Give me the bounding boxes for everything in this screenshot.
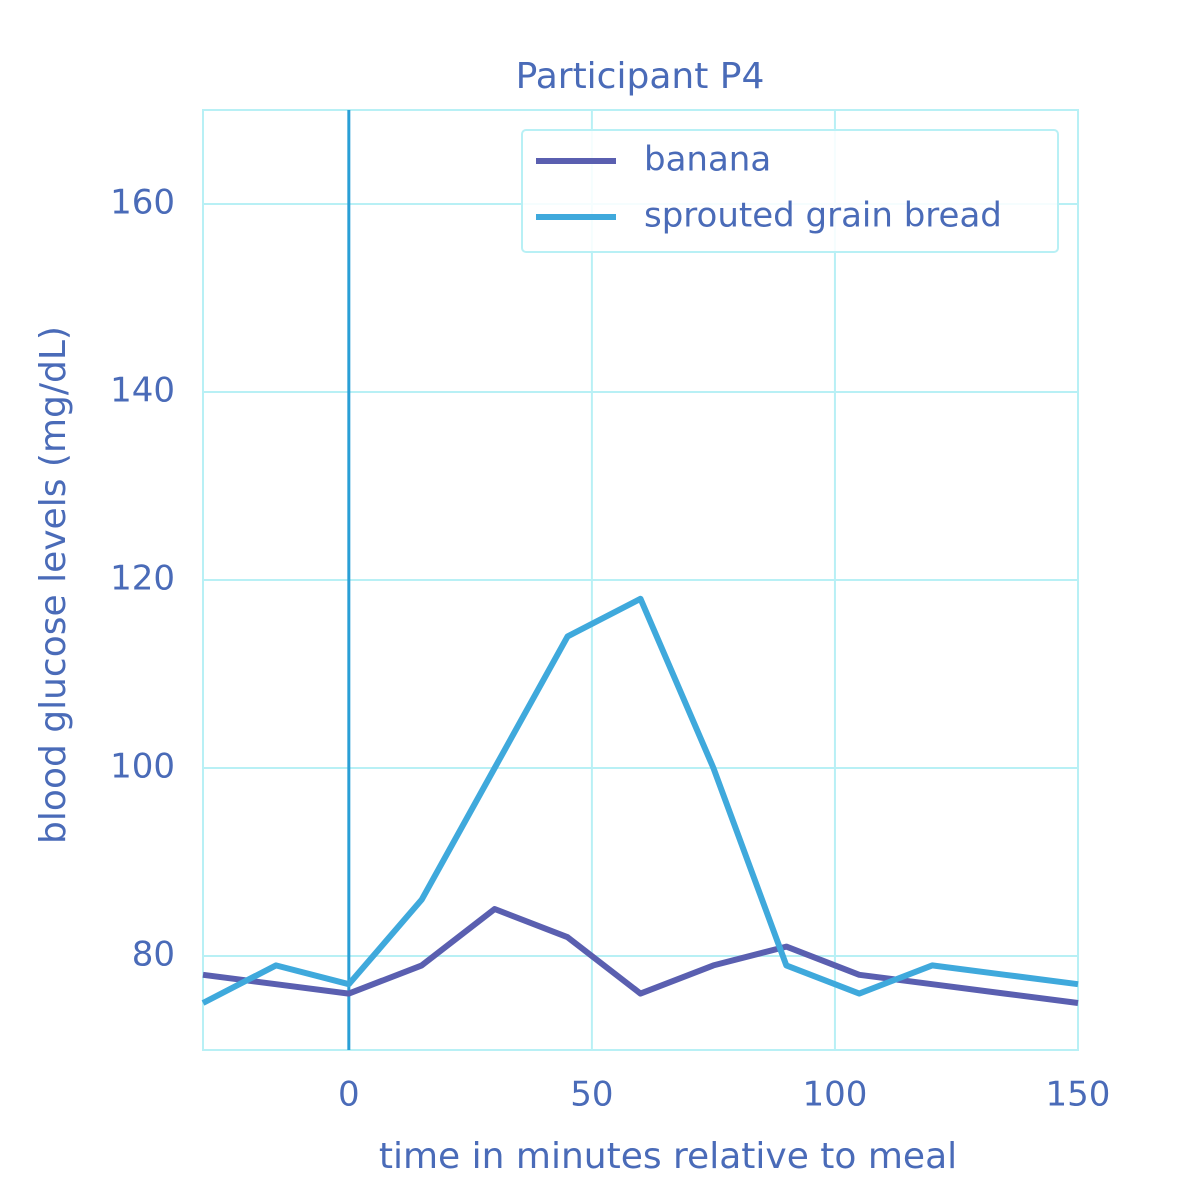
- x-tick-label: 0: [338, 1075, 360, 1115]
- y-tick-label: 160: [110, 183, 175, 223]
- legend-label: banana: [644, 140, 771, 180]
- x-tick-label: 150: [1046, 1075, 1111, 1115]
- y-tick-label: 140: [110, 371, 175, 411]
- data-line: [201, 595, 1079, 1006]
- x-axis-label: time in minutes relative to meal: [379, 1136, 957, 1177]
- y-tick-label: 80: [132, 935, 175, 975]
- y-tick-label: 100: [110, 747, 175, 787]
- legend-box: [521, 129, 1059, 253]
- data-line: [202, 906, 1079, 1006]
- y-tick-label: 120: [110, 559, 175, 599]
- x-tick-label: 100: [802, 1075, 867, 1115]
- legend-label: sprouted grain bread: [644, 196, 1002, 236]
- x-tick-label: 50: [570, 1075, 613, 1115]
- y-axis-label: blood glucose levels (mg/dL): [33, 326, 74, 844]
- plot-frame: [202, 109, 1079, 1051]
- chart-title: Participant P4: [516, 56, 765, 97]
